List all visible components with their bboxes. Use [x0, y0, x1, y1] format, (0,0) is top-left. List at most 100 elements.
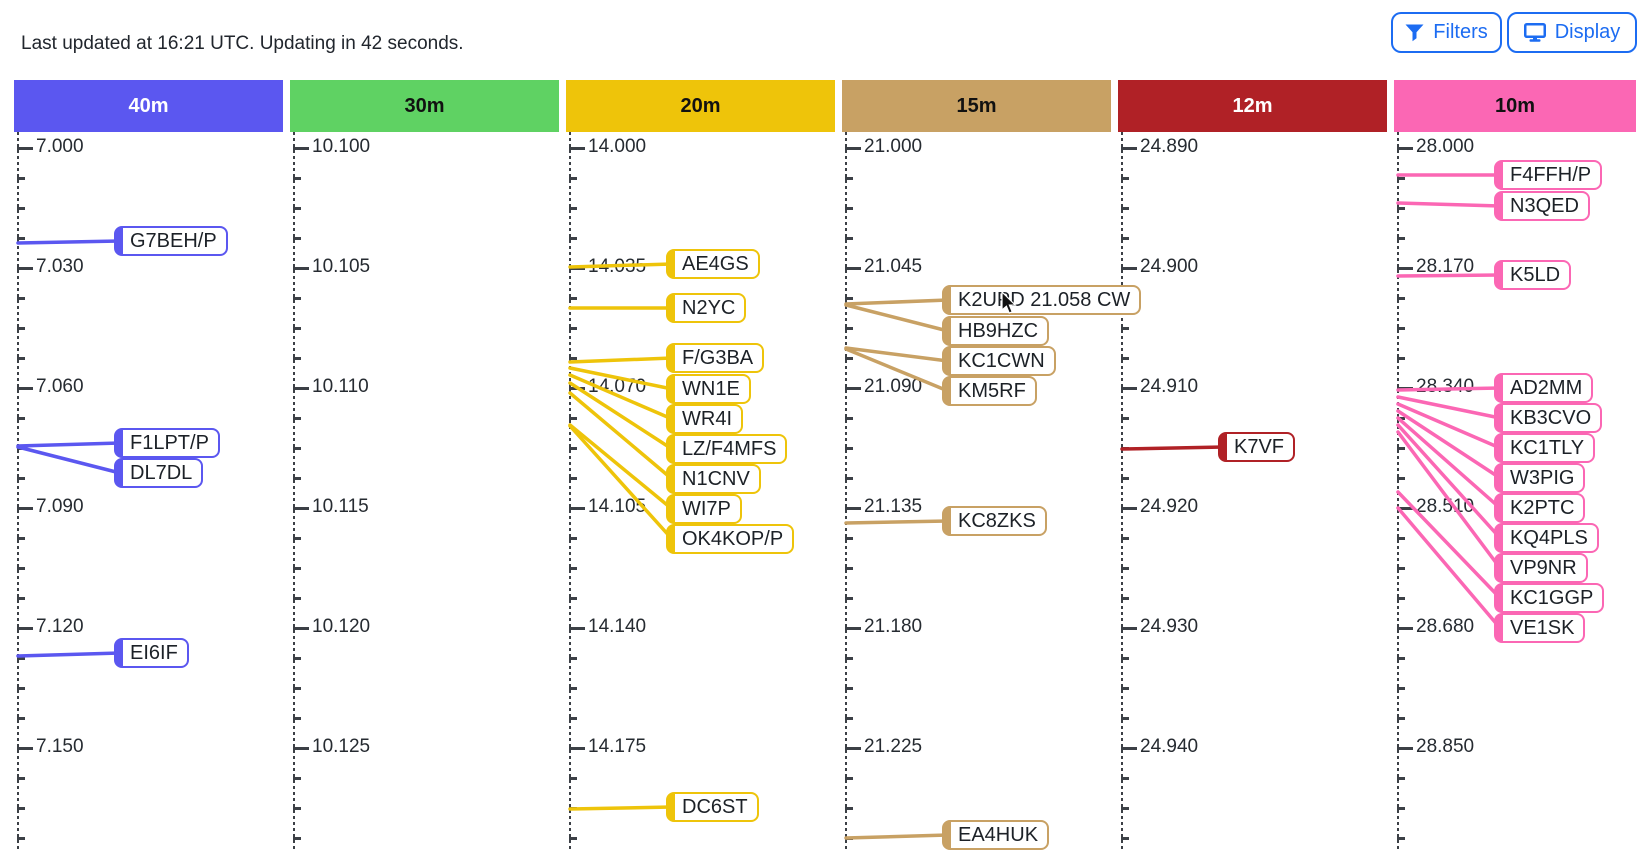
spot-label-ae4gs[interactable]: AE4GS	[666, 249, 760, 279]
tick-minor	[569, 477, 577, 480]
tick-minor	[293, 297, 301, 300]
spot-label-ea4huk[interactable]: EA4HUK	[942, 820, 1050, 850]
band-header-20m: 20m	[566, 80, 835, 132]
status-text: Last updated at 16:21 UTC. Updating in 4…	[21, 33, 464, 54]
spot-label-n3qed[interactable]: N3QED	[1494, 191, 1590, 221]
spot-label-ve1sk[interactable]: VE1SK	[1494, 613, 1586, 643]
tick-minor	[569, 327, 577, 330]
tick-minor	[845, 717, 853, 720]
display-button[interactable]: Display	[1507, 12, 1637, 53]
spot-lines-40m	[16, 239, 122, 658]
tick-minor	[569, 687, 577, 690]
tick-label-15m-4: 21.180	[864, 616, 923, 637]
tick-minor	[845, 417, 853, 420]
spot-label-k2ptc[interactable]: K2PTC	[1494, 493, 1586, 523]
spot-label-f4ffh-p[interactable]: F4FFH/P	[1494, 160, 1603, 190]
tick-minor	[1121, 777, 1129, 780]
tick-minor	[1121, 327, 1129, 330]
tick-minor	[293, 657, 301, 660]
tick-minor	[1397, 357, 1405, 360]
spot-label-k5ld[interactable]: K5LD	[1494, 260, 1572, 290]
spot-label-wi7p[interactable]: WI7P	[666, 494, 742, 524]
tick-label-40m-0: 7.000	[36, 136, 84, 157]
spot-label-f-g3ba[interactable]: F/G3BA	[666, 343, 765, 373]
tick-minor	[17, 417, 25, 420]
spot-line-kc1tly	[1396, 402, 1502, 450]
tick-major	[293, 627, 309, 630]
tick-minor	[17, 327, 25, 330]
spot-line-f1lpt-p	[16, 441, 122, 448]
spot-label-dc6st[interactable]: DC6ST	[666, 792, 759, 822]
spot-label-kb3cvo[interactable]: KB3CVO	[1494, 403, 1603, 433]
spot-label-w3pig[interactable]: W3PIG	[1494, 463, 1586, 493]
tick-minor	[1121, 207, 1129, 210]
spot-line-ad2mm	[1396, 386, 1502, 392]
tick-major	[1121, 267, 1137, 270]
tick-minor	[17, 717, 25, 720]
tick-major	[1397, 267, 1413, 270]
spot-label-k2upd-21-058-cw[interactable]: K2UPD 21.058 CW	[942, 285, 1142, 315]
tick-label-30m-1: 10.105	[312, 256, 371, 277]
tick-major	[293, 387, 309, 390]
spot-line-n3qed	[1396, 201, 1502, 208]
spot-label-kq4pls[interactable]: KQ4PLS	[1494, 523, 1599, 553]
tick-label-10m-2: 28.340	[1416, 376, 1475, 397]
spot-lines-30m	[290, 0, 566, 852]
tick-label-12m-1: 24.900	[1140, 256, 1199, 277]
spot-line-wi7p	[568, 423, 674, 511]
tick-label-12m-5: 24.940	[1140, 736, 1199, 757]
tick-minor	[569, 237, 577, 240]
spot-label-g7beh-p[interactable]: G7BEH/P	[114, 226, 228, 256]
tick-minor	[845, 207, 853, 210]
tick-major	[17, 387, 33, 390]
spot-line-dc6st	[568, 805, 674, 811]
spot-line-lz-f4mfs	[568, 381, 674, 451]
tick-minor	[569, 447, 577, 450]
tick-minor	[17, 777, 25, 780]
spot-label-wr4i[interactable]: WR4I	[666, 404, 743, 434]
tick-minor	[845, 567, 853, 570]
spot-label-kc1ggp[interactable]: KC1GGP	[1494, 583, 1605, 613]
tick-label-15m-1: 21.045	[864, 256, 923, 277]
spot-label-k7vf[interactable]: K7VF	[1218, 432, 1296, 462]
spot-label-hb9hzc[interactable]: HB9HZC	[942, 316, 1050, 346]
tick-minor	[17, 837, 25, 840]
tick-minor	[1121, 837, 1129, 840]
spot-label-ok4kop-p[interactable]: OK4KOP/P	[666, 524, 795, 554]
spot-label-lz-f4mfs[interactable]: LZ/F4MFS	[666, 434, 788, 464]
spot-label-n2yc[interactable]: N2YC	[666, 293, 747, 323]
tick-minor	[17, 357, 25, 360]
tick-major	[845, 147, 861, 150]
tick-minor	[845, 807, 853, 810]
tick-major	[1397, 627, 1413, 630]
tick-minor	[293, 357, 301, 360]
spot-line-ok4kop-p	[568, 424, 674, 541]
tick-major	[293, 267, 309, 270]
spot-label-kc8zks[interactable]: KC8ZKS	[942, 506, 1047, 536]
tick-label-12m-2: 24.910	[1140, 376, 1199, 397]
spot-line-kq4pls	[1396, 423, 1502, 540]
spot-label-km5rf[interactable]: KM5RF	[942, 376, 1037, 406]
tick-minor	[293, 327, 301, 330]
spot-line-wr4i	[568, 373, 674, 421]
spot-line-dl7dl	[16, 445, 122, 475]
spot-line-km5rf	[844, 347, 950, 393]
spot-line-wn1e	[568, 366, 674, 391]
tick-minor	[1397, 537, 1405, 540]
tick-minor	[569, 777, 577, 780]
spot-label-kc1tly[interactable]: KC1TLY	[1494, 433, 1596, 463]
spot-label-ad2mm[interactable]: AD2MM	[1494, 373, 1594, 403]
tick-minor	[293, 447, 301, 450]
tick-minor	[293, 417, 301, 420]
tick-label-15m-5: 21.225	[864, 736, 923, 757]
spot-label-wn1e[interactable]: WN1E	[666, 374, 751, 404]
tick-minor	[1397, 567, 1405, 570]
spot-label-vp9nr[interactable]: VP9NR	[1494, 553, 1588, 583]
tick-minor	[569, 357, 577, 360]
spot-label-kc1cwn[interactable]: KC1CWN	[942, 346, 1056, 376]
spot-label-ei6if[interactable]: EI6IF	[114, 638, 189, 668]
spot-label-dl7dl[interactable]: DL7DL	[114, 458, 204, 488]
spot-label-f1lpt-p[interactable]: F1LPT/P	[114, 428, 220, 458]
filters-button[interactable]: Filters	[1391, 12, 1502, 53]
spot-label-n1cnv[interactable]: N1CNV	[666, 464, 761, 494]
